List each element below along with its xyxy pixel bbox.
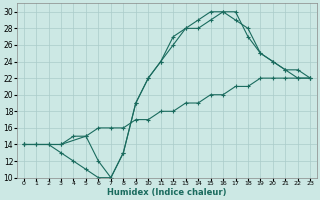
- X-axis label: Humidex (Indice chaleur): Humidex (Indice chaleur): [107, 188, 227, 197]
